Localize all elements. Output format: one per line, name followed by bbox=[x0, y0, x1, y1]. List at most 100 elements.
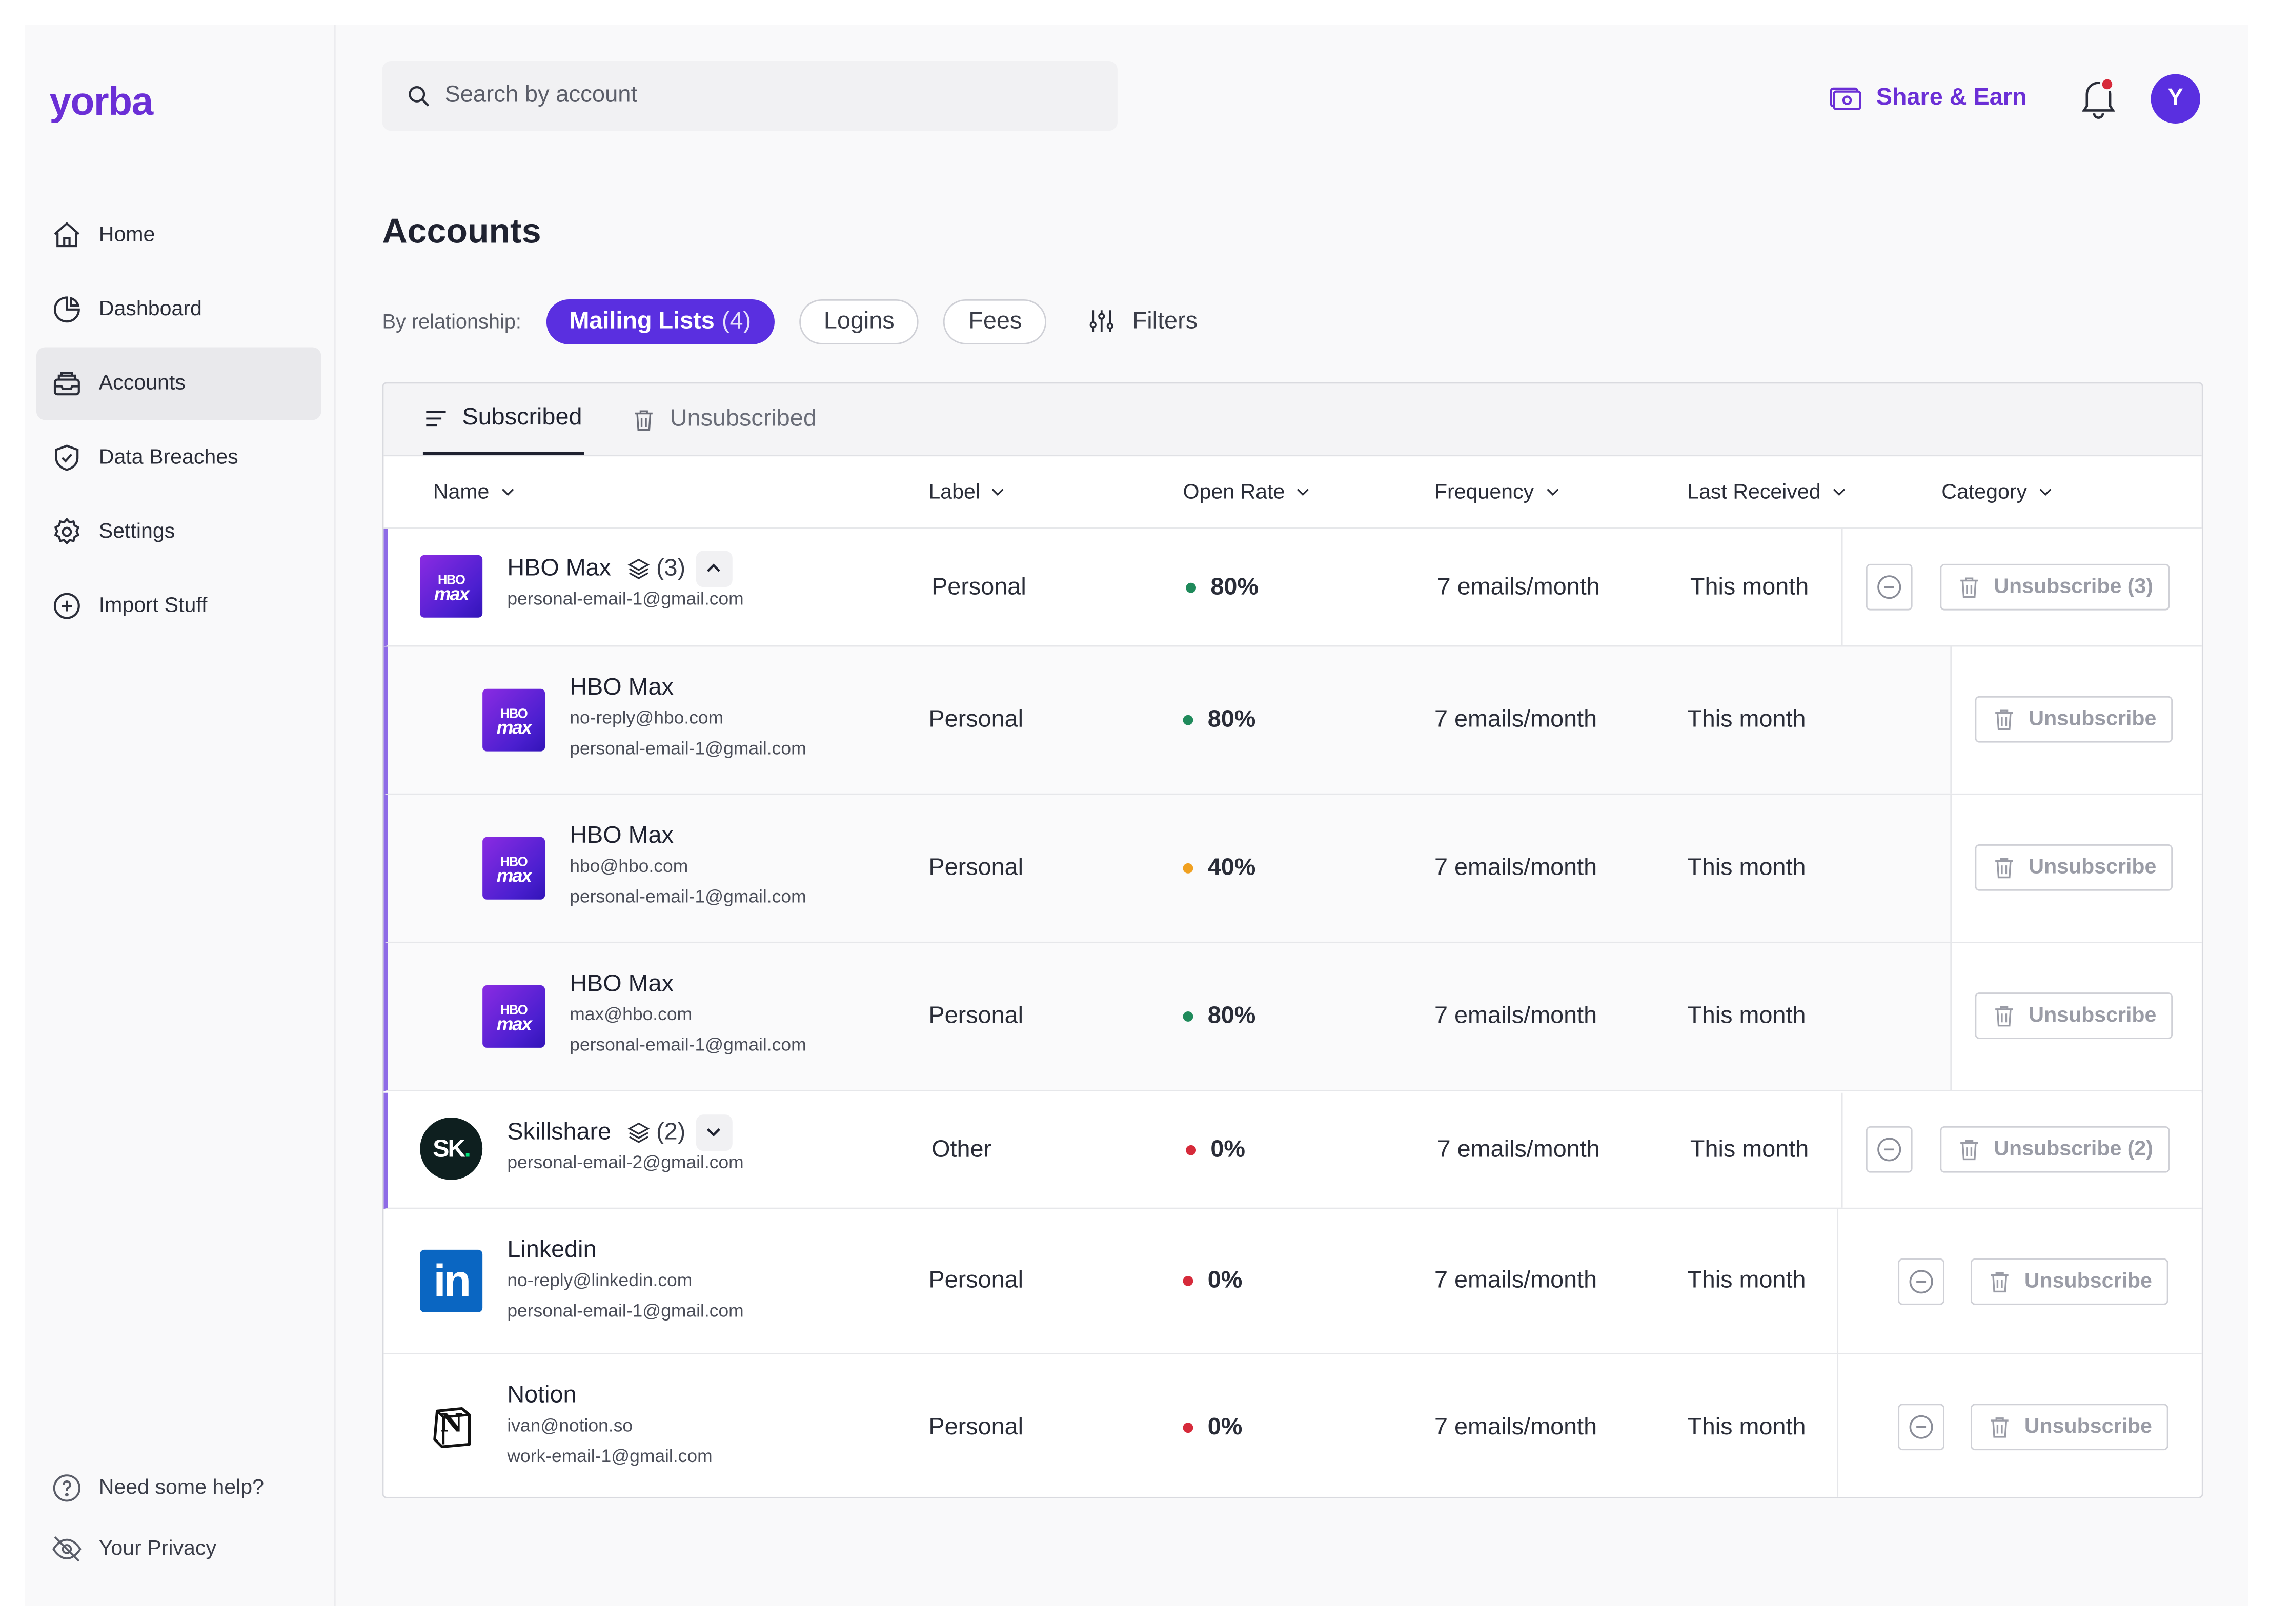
row-actions: Unsubscribe bbox=[1950, 646, 2202, 794]
row-actions: Unsubscribe bbox=[1837, 1209, 2202, 1353]
ignore-button[interactable] bbox=[1898, 1258, 1944, 1305]
account-name-line: HBO Max (3) bbox=[507, 550, 743, 586]
chevron-down-icon bbox=[992, 489, 1005, 496]
logo-text: . bbox=[464, 1134, 471, 1162]
chevron-down-icon bbox=[501, 489, 514, 496]
account-info: HBO Max (3) personal-email-1@gmail.com bbox=[507, 550, 744, 615]
account-email: personal-email-1@gmail.com bbox=[507, 588, 744, 609]
account-name: HBO Max bbox=[570, 673, 674, 700]
notion-icon bbox=[432, 1406, 470, 1448]
unsubscribe-button[interactable]: Unsubscribe (2) bbox=[1940, 1126, 2170, 1173]
frequency-cell: 7 emails/month bbox=[1434, 1003, 1597, 1029]
pill-fees[interactable]: Fees bbox=[944, 298, 1047, 344]
unsubscribe-button[interactable]: Unsubscribe bbox=[1975, 844, 2173, 891]
unsubscribe-button[interactable]: Unsubscribe (3) bbox=[1940, 563, 2170, 611]
yorba-logo[interactable]: yorba bbox=[49, 79, 153, 124]
ignore-button[interactable] bbox=[1898, 1404, 1944, 1451]
unsubscribe-button[interactable]: Unsubscribe bbox=[1975, 992, 2173, 1039]
ignore-button[interactable] bbox=[1866, 1126, 1913, 1173]
table-row[interactable]: in Linkedin no-reply@linkedin.com person… bbox=[383, 1209, 2202, 1355]
hbo-max-logo: HBO max bbox=[482, 985, 545, 1048]
filters-button[interactable]: Filters bbox=[1087, 307, 1198, 336]
sidebar-item-import-stuff[interactable]: Import Stuff bbox=[36, 570, 321, 642]
status-dot bbox=[1183, 715, 1193, 725]
open-rate-value: 0% bbox=[1207, 1267, 1243, 1293]
plus-circle-icon bbox=[53, 593, 80, 619]
privacy-link[interactable]: Your Privacy bbox=[51, 1518, 327, 1579]
row-actions: Unsubscribe bbox=[1950, 795, 2202, 942]
notifications-button[interactable] bbox=[2078, 75, 2119, 119]
chevron-up-icon bbox=[707, 563, 721, 572]
column-label: Frequency bbox=[1434, 480, 1534, 504]
table-row[interactable]: HBO max HBO Max (3) personal-email-1@gmai… bbox=[383, 529, 2202, 647]
sliders-icon bbox=[1090, 310, 1114, 332]
column-label: Category bbox=[1941, 480, 2028, 504]
pill-logins[interactable]: Logins bbox=[799, 298, 919, 344]
status-dot bbox=[1183, 1275, 1193, 1286]
privacy-label: Your Privacy bbox=[98, 1537, 217, 1561]
account-email: personal-email-1@gmail.com bbox=[570, 738, 806, 759]
tab-subscribed[interactable]: Subscribed bbox=[422, 383, 584, 455]
open-rate-value: 80% bbox=[1207, 1003, 1256, 1029]
trash-icon bbox=[1991, 1417, 2009, 1438]
search-icon bbox=[409, 86, 430, 107]
table-row[interactable]: N Notion ivan@notion.so work-email-1@gma… bbox=[383, 1354, 2202, 1497]
logo-text: N bbox=[440, 1409, 463, 1439]
tab-unsubscribed[interactable]: Unsubscribed bbox=[631, 383, 817, 455]
subscription-tabs: Subscribed Unsubscribed bbox=[383, 383, 2202, 457]
hbo-max-logo: HBO max bbox=[420, 555, 483, 618]
home-icon bbox=[54, 222, 80, 248]
column-category[interactable]: Category bbox=[1941, 456, 2053, 527]
column-name[interactable]: Name bbox=[433, 456, 516, 527]
money-icon bbox=[1830, 87, 1861, 110]
sidebar-item-label: Settings bbox=[98, 520, 175, 544]
sidebar-item-data-breaches[interactable]: Data Breaches bbox=[36, 421, 321, 494]
unsubscribe-label: Unsubscribe (2) bbox=[1994, 1138, 2154, 1162]
collapse-button[interactable] bbox=[695, 550, 732, 586]
open-rate-cell: 0% bbox=[1186, 1093, 1245, 1208]
column-label: Last Received bbox=[1687, 480, 1821, 504]
pill-mailing-lists[interactable]: Mailing Lists (4) bbox=[546, 298, 775, 344]
account-email: personal-email-2@gmail.com bbox=[507, 1152, 744, 1173]
ignore-button[interactable] bbox=[1866, 563, 1913, 611]
pill-label: Fees bbox=[968, 307, 1022, 334]
bell-icon bbox=[2081, 77, 2116, 119]
sidebar-item-settings[interactable]: Settings bbox=[36, 496, 321, 569]
trash-icon bbox=[1960, 577, 1978, 598]
relationship-label: By relationship: bbox=[382, 309, 521, 333]
pill-count: (4) bbox=[721, 307, 752, 334]
table-header: Name Label Open Rate Frequency Last Rece… bbox=[383, 456, 2202, 529]
sidebar-item-dashboard[interactable]: Dashboard bbox=[36, 273, 321, 346]
logo-text: in bbox=[433, 1254, 471, 1306]
column-frequency[interactable]: Frequency bbox=[1434, 456, 1560, 527]
table-row[interactable]: HBO max HBO Max no-reply@hbo.com personal… bbox=[383, 646, 2202, 795]
unsubscribe-button[interactable]: Unsubscribe bbox=[1970, 1404, 2168, 1451]
pill-label: Mailing Lists bbox=[569, 307, 715, 334]
relationship-filter: By relationship: Mailing Lists (4) Login… bbox=[382, 298, 1198, 344]
column-last-received[interactable]: Last Received bbox=[1687, 456, 1847, 527]
sidebar-item-home[interactable]: Home bbox=[36, 199, 321, 272]
open-rate-cell: 0% bbox=[1183, 1354, 1242, 1497]
share-and-earn-button[interactable]: Share & Earn bbox=[1828, 80, 2026, 115]
expand-button[interactable] bbox=[696, 1113, 732, 1150]
label-cell: Other bbox=[931, 1136, 992, 1163]
help-circle-icon bbox=[53, 1474, 81, 1502]
row-actions: Unsubscribe bbox=[1950, 943, 2202, 1090]
search-input[interactable]: Search by account bbox=[382, 61, 1118, 131]
account-count: (2) bbox=[656, 1118, 686, 1145]
unsubscribe-button[interactable]: Unsubscribe bbox=[1975, 696, 2173, 743]
avatar[interactable]: Y bbox=[2151, 74, 2200, 124]
column-label-header[interactable]: Label bbox=[928, 456, 1006, 527]
unsubscribe-button[interactable]: Unsubscribe bbox=[1970, 1258, 2168, 1305]
column-open-rate[interactable]: Open Rate bbox=[1183, 456, 1311, 527]
column-label: Label bbox=[928, 480, 981, 504]
notion-logo: N bbox=[420, 1395, 483, 1458]
column-label: Open Rate bbox=[1183, 480, 1285, 504]
table-row[interactable]: HBO max HBO Max hbo@hbo.com personal-emai… bbox=[383, 795, 2202, 943]
logo-text: HBO bbox=[437, 572, 465, 586]
table-row[interactable]: HBO max HBO Max max@hbo.com personal-emai… bbox=[383, 943, 2202, 1091]
minus-circle-icon bbox=[1877, 575, 1901, 599]
table-row[interactable]: SK. Skillshare (2) personal-email-2@gmai… bbox=[383, 1092, 2202, 1209]
help-link[interactable]: Need some help? bbox=[51, 1457, 327, 1518]
sidebar-item-accounts[interactable]: Accounts bbox=[36, 347, 321, 420]
